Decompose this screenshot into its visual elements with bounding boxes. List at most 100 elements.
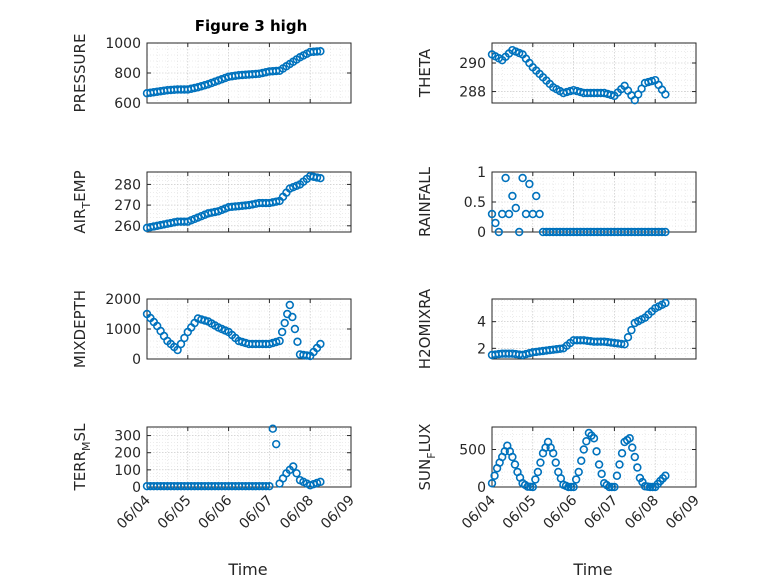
- plot-border: [146, 171, 352, 233]
- data-point: [277, 327, 287, 337]
- data-point: [612, 471, 622, 480]
- subplot-theta: 288 290 THETA: [416, 42, 697, 105]
- y-tick-label: 0: [132, 352, 141, 368]
- y-axis-label: SUNFLUX: [416, 424, 438, 491]
- data-point: [316, 339, 325, 349]
- data-point: [272, 439, 281, 449]
- y-tick-label: 1: [477, 165, 486, 181]
- data-point: [582, 437, 591, 446]
- y-tick-label: 0: [477, 225, 486, 241]
- data-point: [290, 324, 300, 334]
- y-tick-label: 0: [132, 480, 141, 496]
- y-tick-label: 288: [459, 85, 486, 101]
- data-points-mixdepth: [142, 300, 325, 361]
- data-point: [494, 227, 503, 237]
- data-point: [661, 90, 670, 99]
- data-point: [555, 344, 565, 353]
- data-point: [625, 434, 634, 443]
- y-tick-label: 4: [477, 315, 486, 331]
- data-point: [597, 469, 606, 479]
- data-point: [645, 482, 655, 492]
- data-points-h2omixra: [487, 298, 670, 360]
- data-point: [312, 47, 322, 56]
- data-point: [592, 447, 601, 456]
- data-points-air_temp: [142, 171, 325, 233]
- data-point: [574, 467, 583, 477]
- data-point: [487, 209, 497, 219]
- y-axis-label: THETA: [416, 48, 434, 98]
- y-axis-label: RAINFALL: [416, 166, 434, 237]
- data-point: [501, 173, 510, 183]
- data-point: [316, 47, 325, 56]
- data-point: [569, 482, 578, 492]
- data-point: [661, 471, 670, 480]
- data-point: [607, 482, 617, 492]
- data-point: [620, 340, 629, 349]
- data-point: [265, 481, 274, 491]
- data-point: [617, 449, 627, 458]
- data-point: [533, 467, 543, 477]
- data-point: [288, 312, 297, 322]
- data-point: [579, 445, 588, 454]
- data-point: [510, 460, 520, 469]
- plot-border: [491, 426, 697, 488]
- data-point: [514, 227, 524, 237]
- data-point: [610, 482, 619, 492]
- y-tick-label: 200: [114, 446, 141, 462]
- plot-border: [491, 42, 697, 104]
- y-tick-label: 270: [114, 198, 141, 214]
- data-points-sun_flux: [487, 428, 670, 492]
- data-point: [627, 325, 636, 335]
- data-point: [661, 227, 670, 237]
- y-tick-label: 0.5: [464, 195, 486, 211]
- data-point: [525, 179, 534, 189]
- y-axis-label: PRESSURE: [71, 34, 89, 113]
- data-point: [508, 452, 517, 462]
- data-point: [316, 477, 325, 487]
- data-point: [535, 209, 544, 219]
- y-tick-label: 800: [114, 66, 141, 82]
- data-point: [548, 449, 558, 458]
- data-point: [268, 424, 277, 433]
- y-tick-label: 2000: [105, 292, 141, 308]
- data-point: [292, 469, 301, 478]
- data-point: [176, 339, 186, 349]
- x-axis-label: Time: [572, 560, 612, 579]
- data-point: [528, 482, 537, 492]
- data-point: [508, 191, 517, 201]
- data-points-terr_msl: [142, 424, 325, 491]
- y-tick-label: 500: [459, 443, 486, 459]
- y-tick-label: 100: [114, 463, 141, 479]
- y-tick-label: 300: [114, 429, 141, 445]
- data-point: [605, 482, 614, 492]
- y-tick-label: 280: [114, 177, 141, 193]
- plot-border: [491, 298, 697, 360]
- data-point: [261, 481, 271, 491]
- data-point: [564, 482, 573, 492]
- data-point: [551, 458, 560, 467]
- data-point: [312, 173, 322, 182]
- y-axis-label: TERRMSL: [71, 423, 93, 492]
- y-tick-label: 1000: [105, 36, 141, 52]
- data-point: [504, 209, 514, 219]
- data-point: [285, 300, 294, 310]
- y-axis-label: MIXDEPTH: [71, 290, 89, 368]
- data-point: [487, 479, 497, 488]
- x-axis-label: Time: [227, 560, 267, 579]
- data-point: [633, 463, 642, 472]
- data-point: [616, 339, 626, 349]
- data-point: [491, 218, 500, 228]
- data-point: [536, 458, 545, 467]
- data-points-pressure: [142, 47, 325, 98]
- subplot-mixdepth: 0 1000 2000 MIXDEPTH: [71, 290, 352, 368]
- subplot-h2omixra: 2 4 H2OMIXRA: [416, 288, 697, 369]
- data-point: [577, 456, 586, 465]
- data-point: [623, 333, 633, 342]
- data-point: [316, 174, 325, 183]
- data-point: [289, 462, 298, 471]
- data-points-rainfall: [487, 173, 670, 237]
- data-point: [630, 452, 639, 462]
- data-points-theta: [487, 45, 670, 105]
